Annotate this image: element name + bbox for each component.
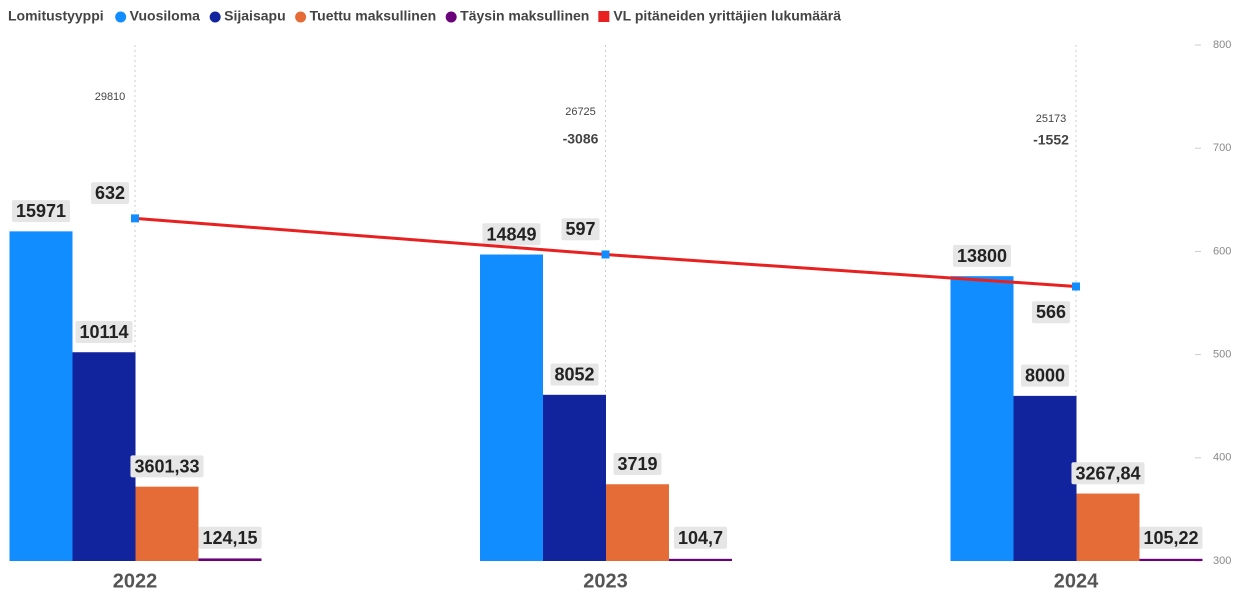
label-bg	[952, 244, 1012, 267]
bar	[72, 352, 136, 561]
change-label: -1552	[1033, 132, 1069, 148]
legend-label: VL pitäneiden yrittäjien lukumäärä	[613, 8, 841, 24]
line-marker	[1072, 282, 1080, 291]
legend-marker	[598, 11, 610, 22]
label-bg	[90, 182, 130, 205]
label-bg	[130, 455, 204, 478]
data-label: 8000	[1025, 366, 1065, 386]
data-label: 566	[1036, 302, 1066, 322]
bar	[543, 394, 606, 561]
data-label: 10114	[79, 322, 128, 342]
data-label: 104,7	[678, 528, 723, 548]
y2-tick-label: 400	[1213, 452, 1231, 464]
data-label: 105,22	[1143, 528, 1198, 548]
legend-title: Lomitustyyppi	[8, 8, 104, 24]
legend-marker	[295, 11, 307, 23]
data-label: 124,15	[202, 528, 257, 548]
x-tick-label: 2024	[1054, 570, 1099, 592]
total-label: 25173	[1036, 113, 1067, 125]
bar	[950, 276, 1014, 561]
total-label: 26725	[565, 106, 596, 118]
label-bg	[75, 320, 133, 343]
label-bg	[1139, 526, 1203, 549]
data-label: 3719	[617, 454, 657, 474]
y2-tick-label: 800	[1213, 39, 1231, 51]
y2-tick-label: 700	[1213, 142, 1231, 154]
label-bg	[561, 218, 600, 241]
legend-label: Täysin maksullinen	[460, 8, 589, 24]
line-marker	[131, 214, 139, 223]
legend-marker	[209, 11, 221, 23]
y2-tick-label: 600	[1213, 245, 1231, 257]
bar	[1013, 395, 1077, 561]
label-bg	[673, 526, 728, 549]
data-label: 8052	[554, 365, 594, 385]
data-label: 14849	[486, 224, 536, 244]
data-label: 3601,33	[134, 456, 199, 476]
data-label: 3267,84	[1075, 463, 1140, 483]
label-bg	[198, 526, 262, 549]
label-bg	[613, 452, 662, 475]
change-label: -3086	[563, 131, 599, 147]
bar	[669, 558, 732, 561]
legend-label: Vuosiloma	[130, 8, 200, 24]
label-bg	[1020, 364, 1070, 387]
label-bg	[550, 363, 599, 386]
bar	[606, 484, 669, 561]
legend-label: Sijaisapu	[224, 8, 285, 24]
bar	[198, 558, 262, 561]
legend-label: Tuettu maksullinen	[310, 8, 437, 24]
total-label: 29810	[95, 91, 126, 103]
label-bg	[482, 223, 541, 246]
x-tick-label: 2023	[583, 570, 628, 592]
bar	[480, 254, 543, 561]
data-label: 13800	[957, 246, 1007, 266]
data-label: 632	[95, 183, 125, 203]
data-label: 597	[565, 219, 595, 239]
y2-tick-label: 500	[1213, 349, 1231, 361]
label-bg	[1071, 462, 1145, 485]
x-tick-label: 2022	[113, 570, 158, 592]
data-label: 15971	[16, 201, 66, 221]
y2-tick-label: 300	[1213, 555, 1231, 567]
legend-marker	[445, 11, 457, 23]
bar	[1076, 493, 1140, 561]
bar	[135, 486, 199, 561]
label-bg	[1031, 301, 1071, 324]
bar	[9, 231, 73, 561]
line-marker	[601, 250, 610, 259]
legend-marker	[115, 11, 127, 23]
bar	[1139, 558, 1203, 561]
label-bg	[11, 200, 71, 223]
